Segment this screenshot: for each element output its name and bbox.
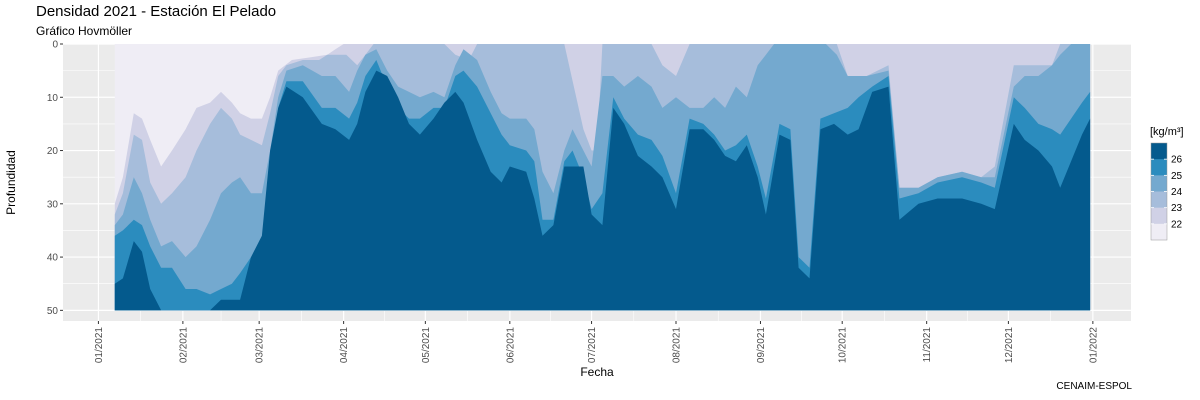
- x-tick-label: 12/2021: [1004, 327, 1015, 364]
- legend-swatch: [1151, 207, 1167, 225]
- x-tick-label: 11/2021: [922, 327, 933, 363]
- y-tick-label: 0: [52, 40, 58, 51]
- x-tick-label: 02/2021: [178, 327, 189, 364]
- x-axis: 01/2021 02/2021 03/2021 04/2021 05/2021 06/20…: [94, 321, 1099, 363]
- legend-swatch: [1151, 175, 1167, 192]
- legend-title: [kg/m³]: [1150, 126, 1184, 138]
- legend-swatch: [1151, 223, 1167, 241]
- legend-swatch: [1151, 159, 1167, 176]
- y-tick-label: 40: [47, 253, 59, 264]
- x-tick-label: 09/2021: [756, 327, 767, 364]
- legend-label: 23: [1171, 203, 1183, 214]
- y-axis: 0 10 20 30 40 50: [47, 40, 63, 317]
- y-tick-label: 30: [47, 199, 59, 210]
- y-tick-label: 10: [47, 93, 59, 104]
- x-tick-label: 08/2021: [672, 327, 683, 364]
- chart-subtitle: Gráfico Hovmöller: [36, 24, 133, 38]
- legend-colorbar: [1150, 142, 1168, 241]
- x-axis-title: Fecha: [580, 365, 614, 379]
- x-tick-label: 07/2021: [587, 327, 598, 364]
- x-tick-label: 10/2021: [838, 327, 849, 364]
- legend-swatch: [1151, 143, 1167, 160]
- chart-title: Densidad 2021 - Estación El Pelado: [36, 3, 277, 20]
- x-tick-label: 05/2021: [421, 327, 432, 364]
- legend: [kg/m³] 26 25 24 23 22: [1150, 126, 1184, 241]
- contour-bands: [114, 44, 1091, 311]
- x-tick-label: 01/2022: [1088, 327, 1099, 364]
- y-tick-label: 20: [47, 146, 59, 157]
- legend-label: 22: [1171, 219, 1183, 230]
- caption: CENAIM-ESPOL: [1056, 381, 1132, 392]
- legend-label: 25: [1171, 171, 1183, 182]
- legend-swatch: [1151, 191, 1167, 208]
- legend-label: 26: [1171, 155, 1183, 166]
- legend-label: 24: [1171, 187, 1183, 198]
- x-tick-label: 01/2021: [94, 327, 105, 364]
- x-tick-label: 03/2021: [255, 327, 266, 364]
- density-band-26: [114, 70, 1091, 311]
- legend-labels: 26 25 24 23 22: [1151, 155, 1183, 230]
- y-tick-label: 50: [47, 306, 59, 317]
- y-axis-title: Profundidad: [4, 150, 18, 215]
- x-tick-label: 04/2021: [339, 327, 350, 364]
- x-tick-label: 06/2021: [505, 327, 516, 364]
